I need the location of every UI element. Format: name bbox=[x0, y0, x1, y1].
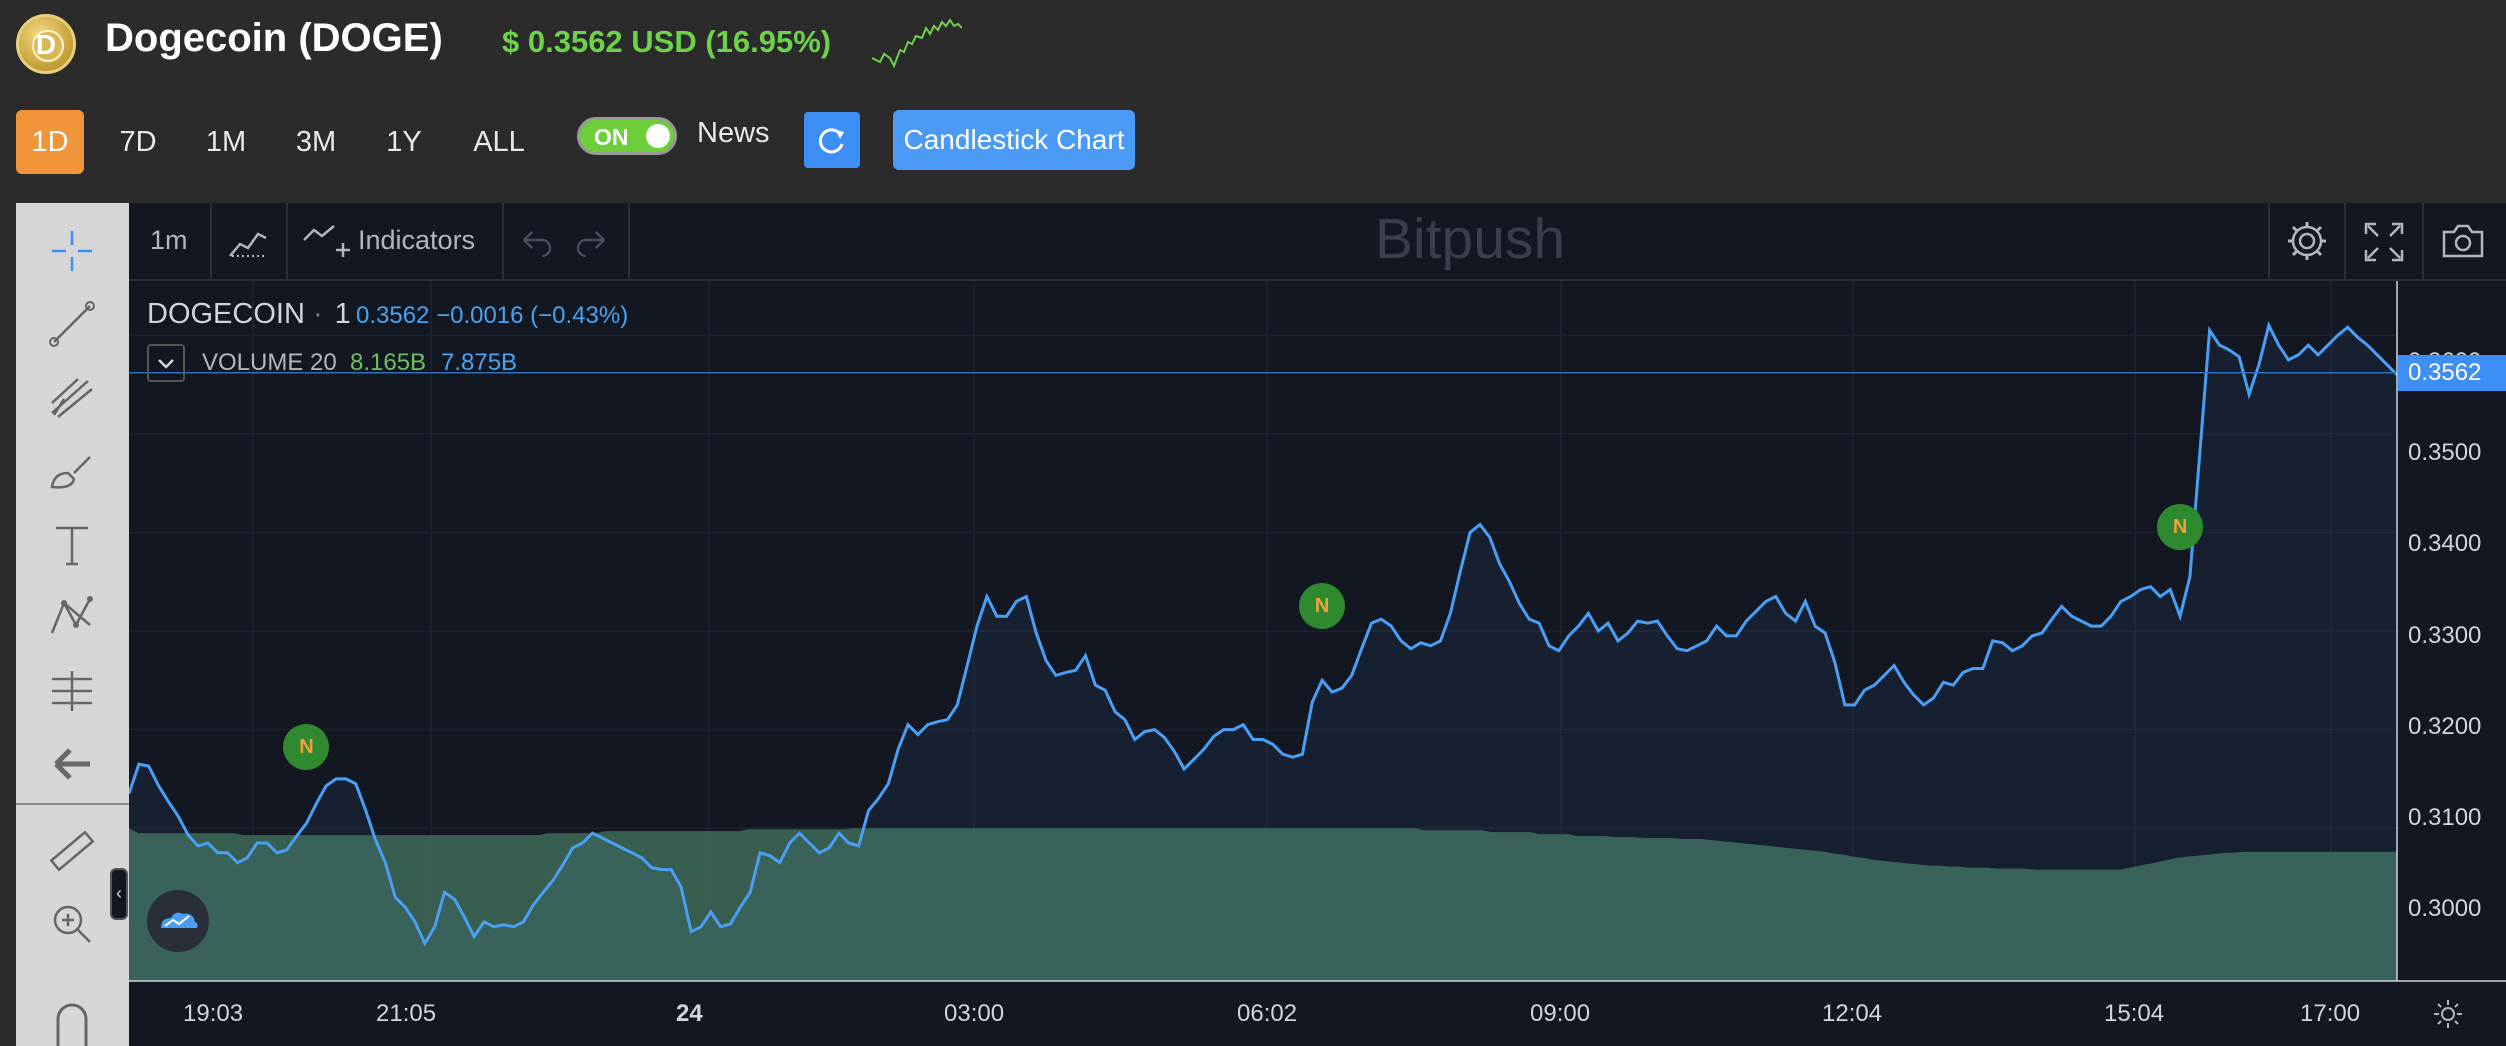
price-line bbox=[129, 321, 2399, 947]
text-icon bbox=[56, 526, 88, 566]
arrow-left-icon bbox=[54, 748, 90, 780]
time-tick-label: 09:00 bbox=[1530, 1000, 1591, 1027]
dogecoin-logo-icon: D bbox=[16, 14, 76, 74]
legend-values: 0.3562 −0.0016 (−0.43%) bbox=[356, 302, 629, 329]
camera-icon[interactable] bbox=[2440, 220, 2486, 262]
legend-symbol-name: DOGECOIN bbox=[147, 298, 305, 330]
indicators-button[interactable]: Indicators bbox=[358, 225, 476, 255]
collapse-toolbar-handle[interactable]: ‹ bbox=[110, 868, 128, 920]
zoom-in-icon bbox=[53, 905, 91, 943]
toolbar-separator bbox=[628, 203, 630, 281]
fullscreen-icon[interactable] bbox=[2362, 220, 2406, 264]
redo-icon[interactable] bbox=[572, 224, 612, 260]
volume-collapse-button[interactable] bbox=[147, 344, 185, 382]
news-marker[interactable]: N bbox=[283, 723, 330, 770]
coin-price: $ 0.3562 USD (16.95%) bbox=[502, 24, 832, 59]
back-tool[interactable] bbox=[44, 736, 100, 792]
news-label: News bbox=[697, 117, 770, 149]
time-tick-label: 17:00 bbox=[2300, 1000, 2361, 1027]
ruler-tool[interactable] bbox=[44, 823, 100, 879]
price-tick-label: 0.3500 bbox=[2408, 439, 2482, 466]
chart-type-area-icon[interactable] bbox=[226, 222, 270, 262]
bitpush-watermark: Bitpush bbox=[1375, 207, 1566, 271]
time-tick-label: 19:03 bbox=[183, 1000, 244, 1027]
time-tick-label: 12:04 bbox=[1822, 1000, 1883, 1027]
pattern-tool[interactable] bbox=[44, 589, 100, 645]
candlestick-chart-button[interactable]: Candlestick Chart bbox=[893, 110, 1135, 170]
volume-area bbox=[129, 828, 2397, 981]
refresh-button[interactable] bbox=[804, 112, 860, 168]
legend-symbol: DOGECOIN · 1 bbox=[147, 298, 351, 330]
crosshair-icon bbox=[52, 231, 92, 271]
toolbar-separator bbox=[2422, 203, 2424, 281]
measure-lines-icon bbox=[52, 671, 92, 711]
range-all-button[interactable]: ALL bbox=[473, 126, 525, 158]
toolbar-separator bbox=[502, 203, 504, 281]
time-tick-label: 06:02 bbox=[1237, 1000, 1298, 1027]
undo-icon[interactable] bbox=[516, 224, 556, 260]
chart-top-bar bbox=[129, 203, 2506, 281]
range-7d-button[interactable]: 7D bbox=[119, 126, 157, 158]
zoom-tool[interactable] bbox=[44, 896, 100, 952]
chevron-down-icon bbox=[158, 359, 174, 369]
trend-line-icon bbox=[49, 301, 95, 347]
price-tick-label: 0.3400 bbox=[2408, 530, 2482, 557]
drawing-toolbar bbox=[16, 203, 129, 1046]
ruler-icon bbox=[49, 830, 95, 872]
auto-scale-icon[interactable] bbox=[2430, 996, 2466, 1032]
interval-selector[interactable]: 1m bbox=[150, 225, 188, 255]
time-tick-label: 21:05 bbox=[376, 1000, 437, 1027]
price-area-fill bbox=[129, 325, 2397, 981]
settings-gear-icon[interactable] bbox=[2284, 218, 2330, 264]
time-tick-label: 24 bbox=[676, 1000, 703, 1027]
trend-line-tool[interactable] bbox=[44, 296, 100, 352]
text-tool[interactable] bbox=[44, 516, 100, 572]
price-chart[interactable] bbox=[129, 281, 2506, 1046]
bitpush-logo-icon[interactable] bbox=[147, 890, 209, 952]
volume-label: VOLUME 20 bbox=[202, 349, 337, 376]
time-tick-label: 15:04 bbox=[2104, 1000, 2165, 1027]
price-tick-label: 0.3000 bbox=[2408, 895, 2482, 922]
price-tick-label: 0.3200 bbox=[2408, 713, 2482, 740]
toolbar-divider bbox=[16, 803, 129, 805]
brush-tool[interactable] bbox=[44, 443, 100, 499]
toolbar-separator bbox=[210, 203, 212, 281]
legend-interval: 1 bbox=[334, 298, 351, 330]
cloud-icon bbox=[161, 912, 198, 928]
toggle-knob bbox=[646, 124, 670, 148]
range-1m-button[interactable]: 1M bbox=[205, 126, 247, 158]
magnet-tool[interactable] bbox=[44, 993, 100, 1046]
price-tick-label: 0.3100 bbox=[2408, 804, 2482, 831]
range-1y-button[interactable]: 1Y bbox=[386, 126, 422, 158]
toolbar-separator bbox=[2268, 203, 2270, 281]
time-tick-label: 03:00 bbox=[944, 1000, 1005, 1027]
measure-lines-tool[interactable] bbox=[44, 663, 100, 719]
current-price-tag: 0.3562 bbox=[2398, 354, 2506, 391]
volume-value-2: 7.875B bbox=[441, 349, 518, 376]
news-toggle[interactable]: ON bbox=[577, 117, 677, 155]
news-marker[interactable]: N bbox=[1299, 582, 1346, 629]
volume-value-1: 8.165B bbox=[350, 349, 427, 376]
coin-title: Dogecoin (DOGE) bbox=[105, 16, 443, 60]
price-tick-label: 0.3300 bbox=[2408, 622, 2482, 649]
logo-letter: D bbox=[35, 29, 57, 60]
toggle-state-label: ON bbox=[594, 124, 629, 150]
news-marker[interactable]: N bbox=[2157, 503, 2204, 550]
pitchfork-icon bbox=[51, 378, 93, 418]
pattern-icon bbox=[50, 596, 93, 634]
crosshair-tool[interactable] bbox=[44, 223, 100, 279]
toolbar-separator bbox=[2344, 203, 2346, 281]
toolbar-separator bbox=[286, 203, 288, 281]
indicators-icon bbox=[303, 225, 350, 257]
brush-icon bbox=[50, 456, 91, 489]
price-sparkline bbox=[872, 18, 962, 69]
magnet-icon bbox=[56, 1003, 88, 1046]
range-3m-button[interactable]: 3M bbox=[295, 126, 337, 158]
refresh-icon bbox=[818, 128, 844, 154]
fib-tool[interactable] bbox=[44, 369, 100, 425]
range-1d-button[interactable]: 1D bbox=[16, 110, 84, 174]
